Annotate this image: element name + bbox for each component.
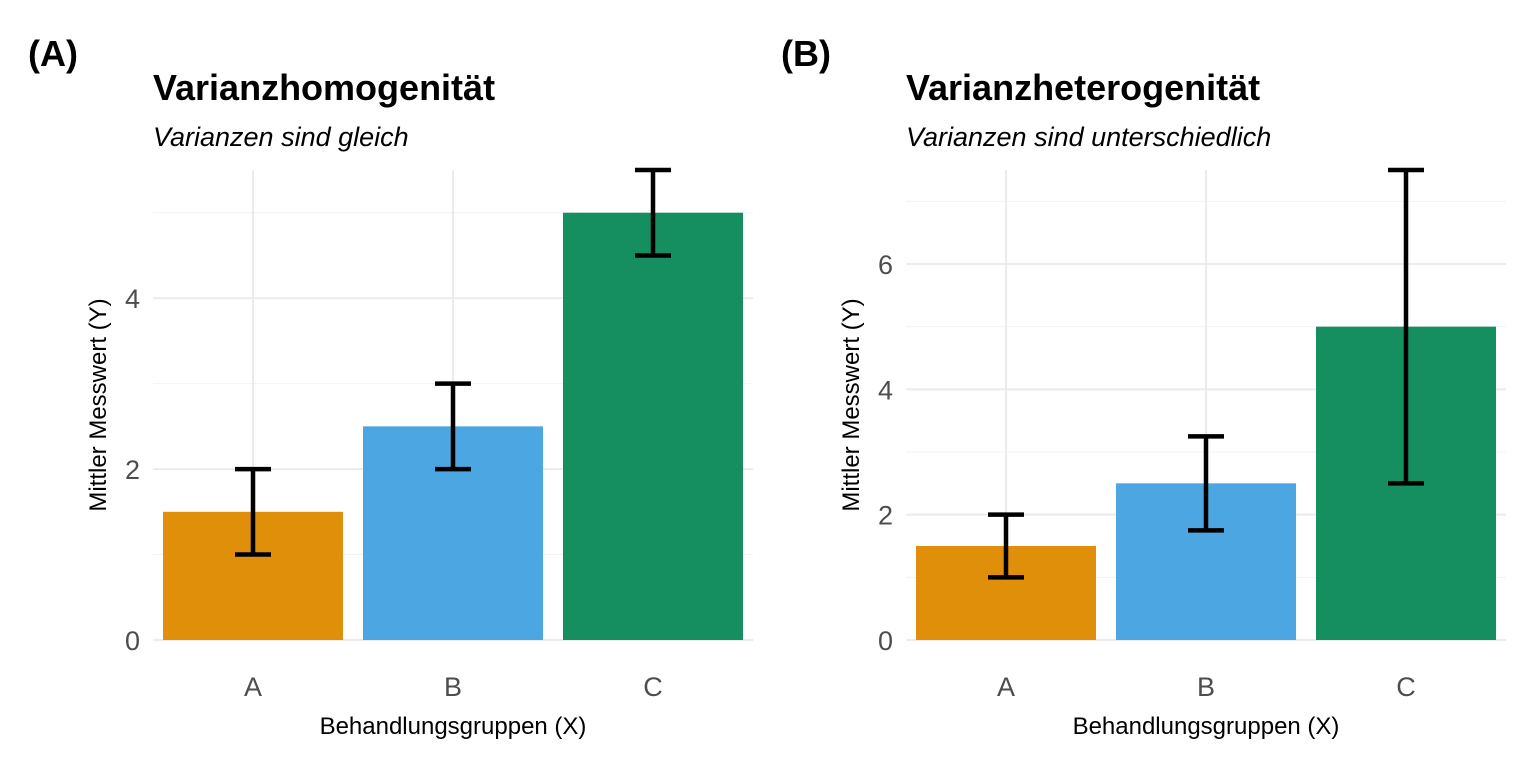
bars — [163, 212, 743, 640]
panel-tag: (A) — [28, 33, 78, 74]
plot-subtitle: Varianzen sind gleich — [153, 122, 409, 152]
x-axis-label: Behandlungsgruppen (X) — [320, 713, 587, 740]
x-axis-label: Behandlungsgruppen (X) — [1073, 713, 1340, 740]
error-bar-b — [435, 381, 471, 472]
y-tick-label: 4 — [878, 375, 893, 405]
x-tick-label: A — [244, 672, 262, 702]
y-tick-label: 0 — [125, 626, 140, 656]
error-bars — [988, 167, 1424, 580]
x-tick-label: C — [643, 672, 663, 702]
plot-title: Varianzheterogenität — [906, 67, 1260, 108]
y-tick-label: 2 — [878, 501, 893, 531]
panel-tag: (B) — [781, 33, 831, 74]
x-tick-label: C — [1396, 672, 1416, 702]
y-tick-labels: 0 2 4 6 — [878, 250, 893, 656]
y-tick-label: 0 — [878, 626, 893, 656]
error-bar-a — [235, 466, 271, 557]
error-bar-c — [635, 167, 671, 258]
y-axis-label: Mittler Messwert (Y) — [838, 298, 865, 511]
plot-subtitle: Varianzen sind unterschiedlich — [906, 122, 1271, 152]
bar-c — [563, 212, 743, 640]
panel-b: (B) Varianzheterogenität Varianzen sind … — [781, 33, 1506, 740]
x-tick-label: A — [997, 672, 1015, 702]
panel-a: (A) Varianzhomogenität Varianzen sind gl… — [28, 33, 753, 740]
y-tick-label: 2 — [125, 455, 140, 485]
y-tick-labels: 0 2 4 — [125, 284, 140, 656]
error-bar-c — [1388, 167, 1424, 486]
y-tick-label: 4 — [125, 284, 140, 314]
x-tick-label: B — [1197, 672, 1215, 702]
y-axis-label: Mittler Messwert (Y) — [85, 298, 112, 511]
x-tick-labels: A B C — [244, 672, 663, 702]
x-tick-label: B — [444, 672, 462, 702]
x-tick-labels: A B C — [997, 672, 1416, 702]
plot-title: Varianzhomogenität — [153, 67, 495, 108]
error-bar-a — [988, 512, 1024, 580]
error-bar-b — [1188, 434, 1224, 533]
y-tick-label: 6 — [878, 250, 893, 280]
error-bars — [235, 167, 671, 557]
